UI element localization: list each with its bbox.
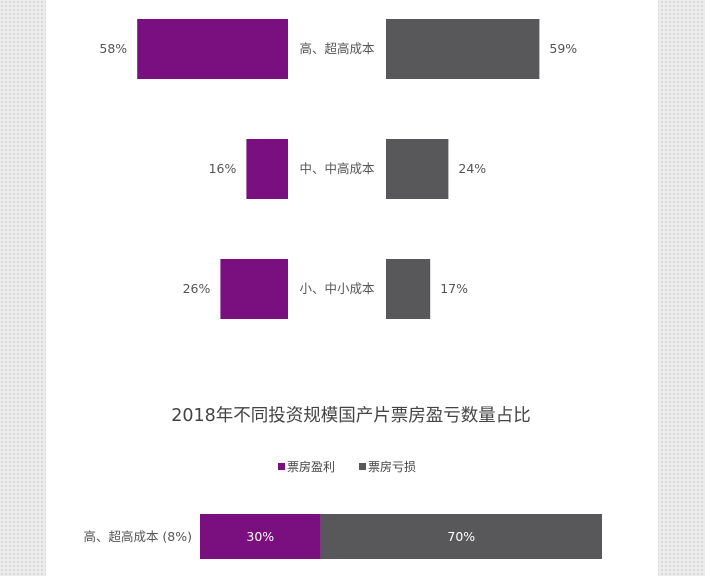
stacked-bar-chart: 高、超高成本 (8%) 30% 70% [83,514,602,559]
stacked-value-label-loss: 70% [447,529,475,544]
bar-loss [386,139,449,199]
legend-swatch-profit [278,463,285,470]
stacked-bar-loss [320,514,602,559]
value-label-loss: 17% [440,281,468,296]
category-label: 小、中小成本 [299,281,375,296]
value-label-profit: 26% [183,281,211,296]
value-label-loss: 59% [549,41,577,56]
bar-loss [386,259,431,319]
value-label-loss: 24% [458,161,486,176]
value-label-profit: 16% [209,161,237,176]
bar-profit [220,259,288,319]
chart-title: 2018年不同投资规模国产片票房盈亏数量占比 [171,406,531,426]
category-label: 高、超高成本 [299,41,375,56]
bar-loss [386,19,540,79]
stacked-bar-profit [200,514,321,559]
legend-label-loss: 票房亏损 [368,459,416,474]
chart-panel [46,0,658,576]
legend-label-profit: 票房盈利 [287,459,335,474]
legend-swatch-loss [359,463,366,470]
legend: 票房盈利 票房亏损 [278,459,416,474]
category-label: 中、中高成本 [299,161,375,176]
category-label: 高、超高成本 (8%) [83,529,192,544]
stacked-value-label-profit: 30% [246,529,274,544]
bar-profit [246,139,288,199]
bar-profit [137,19,288,79]
value-label-profit: 58% [99,41,127,56]
diverging-bar-chart: 高、超高成本 58% 59% 中、中高成本 16% 24% 小、中小成本 26% 17% [99,19,577,319]
